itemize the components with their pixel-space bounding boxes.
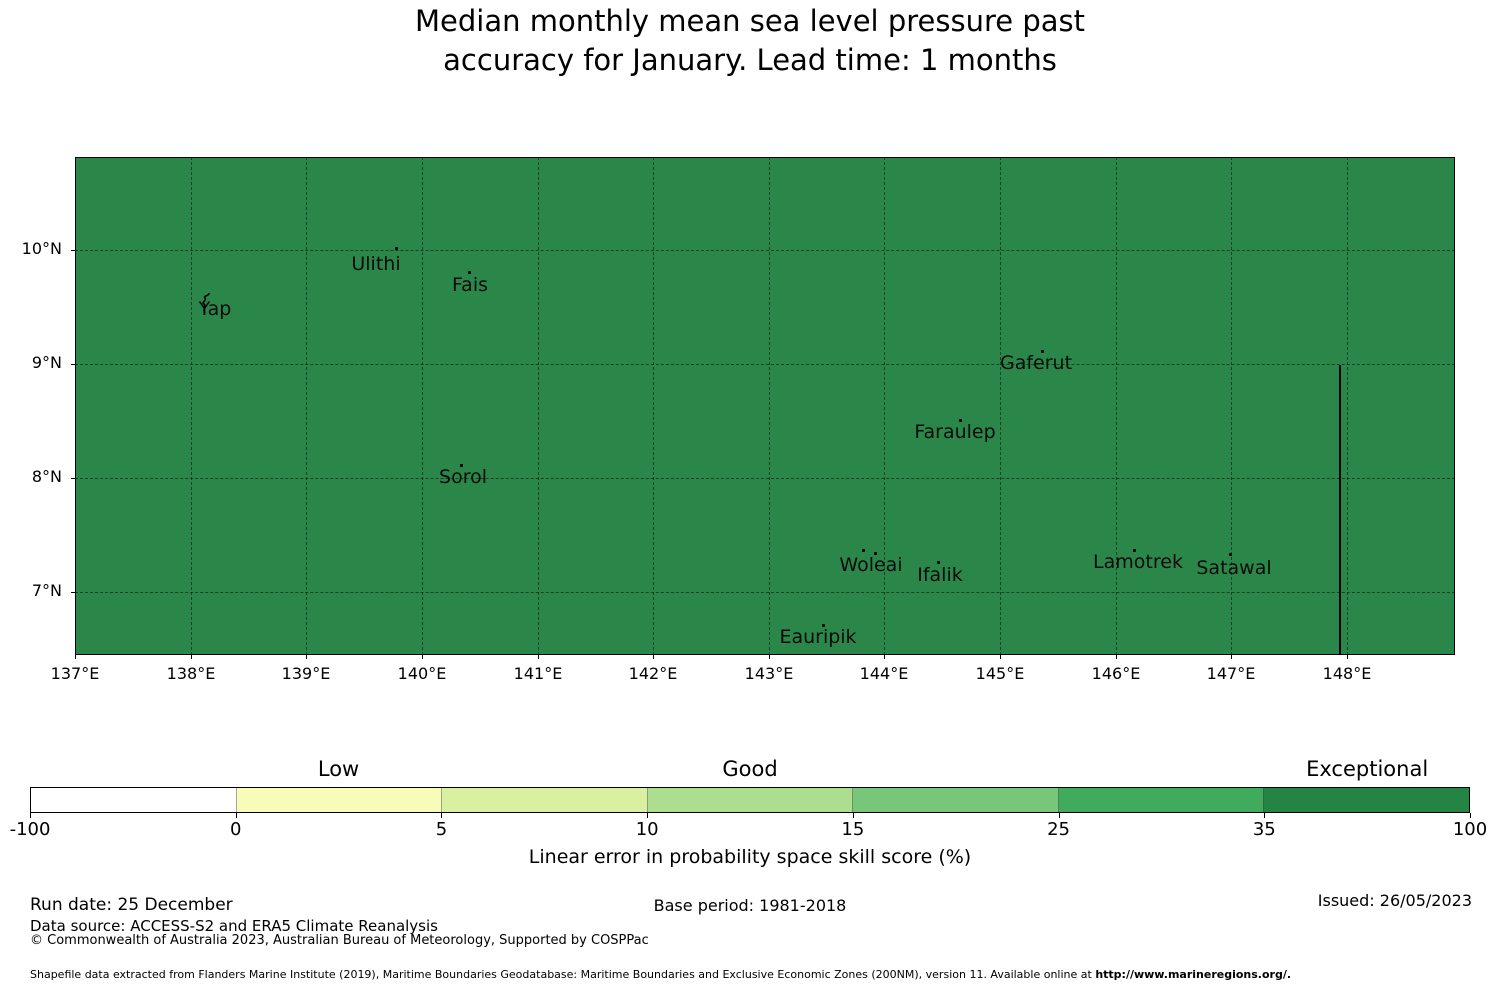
- x-axis-tick-label: 144°E: [859, 664, 909, 683]
- y-axis-tick-label: 10°N: [21, 239, 62, 258]
- colorbar: [30, 787, 1470, 813]
- colorbar-tick-label: 10: [635, 819, 659, 840]
- x-axis-tick-mark: [769, 655, 770, 659]
- colorbar-segment: [31, 788, 237, 812]
- shapefile-attribution: Shapefile data extracted from Flanders M…: [30, 968, 1291, 981]
- colorbar-tick-mark: [1264, 813, 1266, 818]
- x-axis-tick-label: 142°E: [628, 664, 678, 683]
- x-axis-tick-label: 141°E: [513, 664, 563, 683]
- colorbar-category-label-low: Low: [317, 757, 360, 781]
- y-axis-tick-label: 8°N: [31, 467, 62, 486]
- colorbar-tick-label: 100: [1452, 819, 1488, 840]
- x-axis-tick-mark: [1116, 655, 1117, 659]
- colorbar-tick-mark: [1058, 813, 1060, 818]
- x-axis-tick-label: 146°E: [1091, 664, 1141, 683]
- data-source-text: Data source: ACCESS-S2 and ERA5 Climate …: [30, 917, 438, 935]
- colorbar-segment: [442, 788, 648, 812]
- colorbar-axis-label: Linear error in probability space skill …: [528, 846, 972, 868]
- colorbar-tick-label: 0: [229, 819, 242, 840]
- colorbar-category-label-good: Good: [722, 757, 778, 781]
- y-axis-tick-label: 7°N: [31, 581, 62, 600]
- shapefile-attribution-url: http://www.marineregions.org/.: [1095, 968, 1292, 981]
- colorbar-tick-label: 25: [1047, 819, 1071, 840]
- x-axis-tick-mark: [653, 655, 654, 659]
- x-axis-tick-mark: [306, 655, 307, 659]
- colorbar-category-label-exceptional: Exceptional: [1306, 757, 1429, 781]
- x-axis-tick-label: 139°E: [281, 664, 331, 683]
- colorbar-segment: [1058, 788, 1265, 812]
- x-axis-tick-mark: [1000, 655, 1001, 659]
- x-axis-tick-label: 140°E: [397, 664, 447, 683]
- colorbar-segment: [647, 788, 854, 812]
- x-axis-tick-mark: [75, 655, 76, 659]
- x-axis-tick-mark: [538, 655, 539, 659]
- x-axis-tick-label: 143°E: [744, 664, 794, 683]
- chart-title-line1: Median monthly mean sea level pressure p…: [415, 4, 1085, 38]
- x-axis-tick-label: 148°E: [1322, 664, 1372, 683]
- colorbar-tick-label: 35: [1252, 819, 1276, 840]
- x-axis-tick-mark: [422, 655, 423, 659]
- colorbar-tick-mark: [441, 813, 443, 818]
- map-plot-area: [75, 157, 1455, 655]
- colorbar-tick-mark: [1470, 813, 1471, 818]
- base-period-text: Base period: 1981-2018: [653, 896, 847, 915]
- x-axis-tick-label: 147°E: [1206, 664, 1256, 683]
- colorbar-tick-mark: [647, 813, 649, 818]
- colorbar-tick-label: -100: [9, 819, 51, 840]
- colorbar-tick-mark: [30, 813, 31, 818]
- run-date-text: Run date: 25 December: [30, 895, 233, 915]
- colorbar-tick-label: 15: [841, 819, 865, 840]
- colorbar-segment: [853, 788, 1059, 812]
- x-axis-tick-label: 138°E: [166, 664, 216, 683]
- x-axis-tick-mark: [884, 655, 885, 659]
- x-axis-tick-label: 145°E: [975, 664, 1025, 683]
- colorbar-segment: [1264, 788, 1470, 812]
- x-axis-tick-label: 137°E: [50, 664, 100, 683]
- colorbar-segment: [236, 788, 443, 812]
- shapefile-attribution-text: Shapefile data extracted from Flanders M…: [30, 968, 1096, 981]
- x-axis-tick-mark: [1347, 655, 1348, 659]
- copyright-text: © Commonwealth of Australia 2023, Austra…: [30, 933, 649, 948]
- chart-title-line2: accuracy for January. Lead time: 1 month…: [443, 43, 1057, 77]
- colorbar-tick-mark: [852, 813, 854, 818]
- colorbar-tick-mark: [235, 813, 237, 818]
- y-axis-tick-label: 9°N: [31, 353, 62, 372]
- x-axis-tick-mark: [1231, 655, 1232, 659]
- issued-date-text: Issued: 26/05/2023: [1317, 891, 1472, 910]
- chart-title: Median monthly mean sea level pressure p…: [0, 2, 1500, 80]
- colorbar-tick-label: 5: [435, 819, 448, 840]
- x-axis-tick-mark: [191, 655, 192, 659]
